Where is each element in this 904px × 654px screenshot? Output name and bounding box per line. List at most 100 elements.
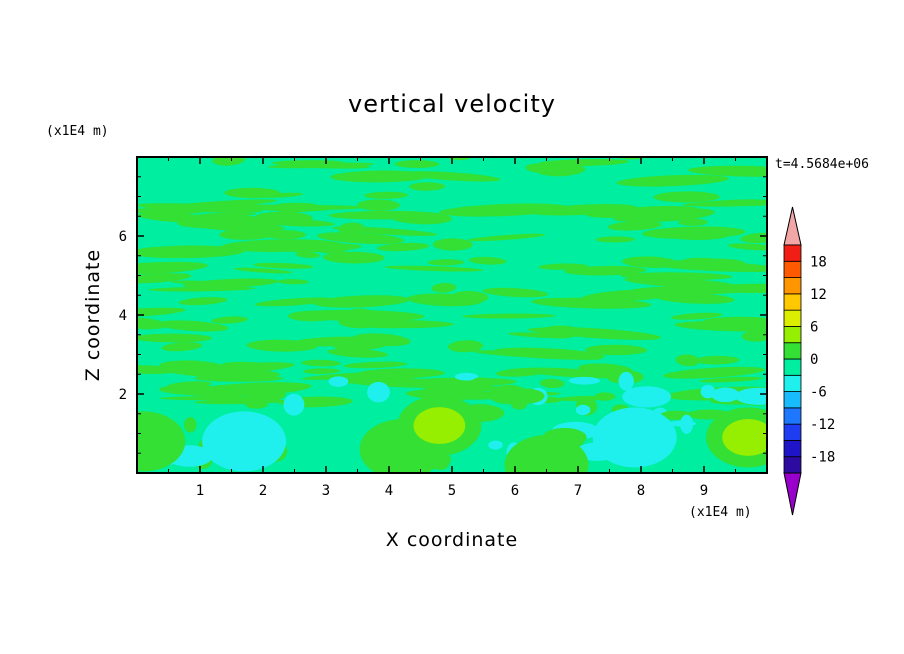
field-streak <box>674 321 767 332</box>
field-streak <box>156 320 229 332</box>
field-streak <box>564 265 647 276</box>
colorbar-band <box>783 277 802 295</box>
field-streak <box>148 286 256 292</box>
field-streak <box>292 309 425 322</box>
field-streak <box>137 261 208 275</box>
field-patch <box>631 389 646 406</box>
field-streak <box>246 339 318 352</box>
field-streak <box>472 350 603 360</box>
field-streak <box>431 282 457 293</box>
field-streak <box>664 258 746 270</box>
x-unit-label: (x1E4 m) <box>689 505 752 520</box>
field-streak <box>254 297 335 307</box>
colorbar-band <box>783 374 802 392</box>
y-tick-label: 4 <box>119 308 127 324</box>
field-streak <box>277 243 362 253</box>
colorbar-band <box>783 423 802 441</box>
field-streak <box>224 187 281 199</box>
y-tick-label: 6 <box>119 229 127 245</box>
y-axis: 2 4 6 <box>119 176 767 454</box>
field-streak <box>327 348 388 358</box>
field-streak <box>740 232 767 244</box>
field-streak <box>167 381 212 389</box>
colorbar-band <box>783 260 802 278</box>
field-patch <box>367 381 390 403</box>
colorbar-band <box>783 456 802 474</box>
field-streak <box>159 395 271 401</box>
field-streak <box>211 316 248 324</box>
field-streak <box>246 244 284 251</box>
field-streak <box>137 245 245 259</box>
colorbar-band <box>783 293 802 311</box>
x-tick-label: 6 <box>511 483 519 499</box>
field-patch <box>328 376 349 387</box>
field-streak <box>538 263 589 270</box>
field-patch <box>247 387 286 402</box>
field-streak <box>407 293 483 307</box>
colorbar-tick-label: 0 <box>810 352 818 368</box>
field-patch <box>454 372 479 381</box>
contour-level <box>592 407 677 468</box>
y-unit-label: (x1E4 m) <box>46 124 109 139</box>
field-patch <box>469 377 492 391</box>
colorbar-band <box>783 326 802 344</box>
colorbar-band <box>783 244 802 262</box>
field-streak <box>531 297 652 309</box>
field-streak <box>278 245 319 251</box>
field-patch <box>575 404 591 416</box>
field-patch <box>283 393 305 416</box>
field-streak <box>177 215 266 229</box>
x-axis-title: X coordinate <box>386 529 518 551</box>
field-streak <box>624 277 739 289</box>
field-feature-positive <box>504 435 589 473</box>
field-feature-negative <box>202 411 287 472</box>
field-streak <box>316 232 405 245</box>
colorbar-tick-label: -12 <box>810 417 835 433</box>
field-streak <box>581 289 683 302</box>
field-streak <box>662 366 765 379</box>
contour-level <box>413 407 466 445</box>
field-streak <box>357 368 445 379</box>
field-streak <box>655 293 735 304</box>
field-streak <box>678 218 708 226</box>
field-streak <box>364 191 408 199</box>
field-feature-negative <box>592 407 677 468</box>
field-streak <box>137 365 177 374</box>
field-streak <box>241 217 336 227</box>
field-streak <box>137 207 206 215</box>
field-streak <box>178 297 228 306</box>
field-streak <box>539 378 565 389</box>
field-streak <box>671 312 723 320</box>
field-streak <box>525 163 560 174</box>
colorbar-tick-label: -18 <box>810 450 835 466</box>
colorbar-band <box>783 342 802 360</box>
colorbar: 18 12 6 0 -6 -12 -18 <box>783 206 835 516</box>
field-streak <box>432 238 473 251</box>
field-streak <box>519 367 625 379</box>
field-streak <box>313 295 410 308</box>
field-streak <box>507 332 572 339</box>
field-streak <box>343 361 408 369</box>
field-streak <box>607 220 662 231</box>
field-streak <box>653 191 720 203</box>
field-streak <box>586 205 698 218</box>
contour-level <box>202 411 287 472</box>
colorbar-band <box>783 391 802 409</box>
field-streak <box>219 228 276 240</box>
colorbar-tick-label: -6 <box>810 385 827 401</box>
field-streak <box>357 199 400 211</box>
field-streak <box>376 242 429 252</box>
field-streak <box>339 320 454 329</box>
field-streak <box>642 226 746 239</box>
field-streak <box>467 233 546 242</box>
time-label: t=4.5684e+06 <box>775 157 869 172</box>
field-patch <box>668 420 697 427</box>
field-patch <box>711 387 740 403</box>
x-tick-label: 4 <box>385 483 393 499</box>
field-streak <box>137 333 213 343</box>
field-streak <box>182 278 279 289</box>
field-feature-positive <box>397 395 482 456</box>
colorbar-band <box>783 407 802 425</box>
field-patch <box>510 397 528 410</box>
x-tick-label: 1 <box>196 483 204 499</box>
